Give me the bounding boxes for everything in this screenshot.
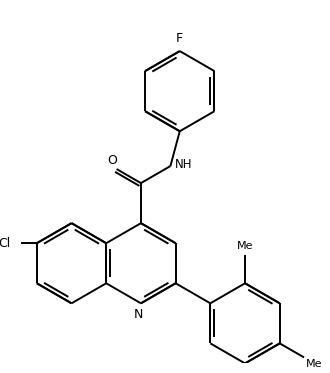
Text: N: N	[134, 308, 144, 321]
Text: Me: Me	[306, 360, 322, 369]
Text: F: F	[176, 32, 183, 45]
Text: NH: NH	[175, 157, 193, 170]
Text: Me: Me	[237, 241, 253, 251]
Text: Cl: Cl	[0, 237, 11, 250]
Text: O: O	[108, 154, 117, 167]
